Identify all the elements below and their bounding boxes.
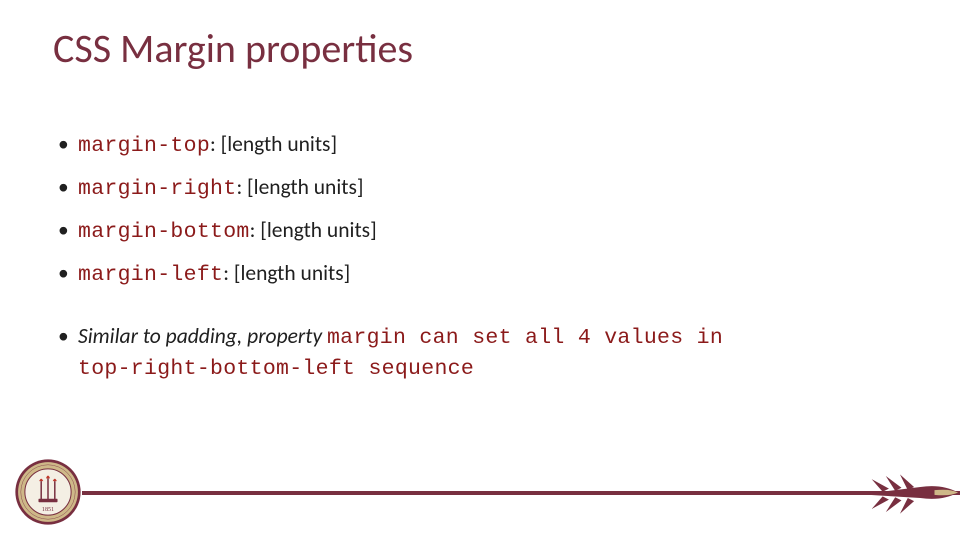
divider-spear-line <box>82 491 960 495</box>
slide-body: margin-top: [length units] margin-right:… <box>56 130 920 396</box>
bullet-tail: : [length units] <box>250 217 377 243</box>
summary-suffix: sequence <box>355 357 474 381</box>
slide: CSS Margin properties margin-top: [lengt… <box>0 0 960 540</box>
summary-bullet: Similar to padding, property margin can … <box>56 322 920 384</box>
seal-year: 1851 <box>42 507 54 513</box>
code-span: margin-bottom <box>78 220 250 244</box>
bullet-item: margin-top: [length units] <box>56 130 920 161</box>
summary-prefix: Similar to padding, property <box>78 323 327 349</box>
spear-head-icon <box>865 465 960 520</box>
bullet-item: margin-bottom: [length units] <box>56 216 920 247</box>
code-span: margin-left <box>78 263 223 287</box>
bullet-tail: : [length units] <box>223 260 350 286</box>
summary-mid: can set all 4 values in <box>406 326 723 350</box>
fsu-seal-icon: 1851 <box>14 458 82 526</box>
code-span: margin <box>327 326 406 350</box>
bullet-item: margin-right: [length units] <box>56 173 920 204</box>
slide-title: CSS Margin properties <box>53 24 413 73</box>
code-span: top-right-bottom-left <box>78 357 355 381</box>
bullet-item: margin-left: [length units] <box>56 259 920 290</box>
bullet-tail: : [length units] <box>210 131 337 157</box>
code-span: margin-right <box>78 177 236 201</box>
code-span: margin-top <box>78 134 210 158</box>
bullet-list: margin-top: [length units] margin-right:… <box>56 130 920 384</box>
bullet-tail: : [length units] <box>236 174 363 200</box>
